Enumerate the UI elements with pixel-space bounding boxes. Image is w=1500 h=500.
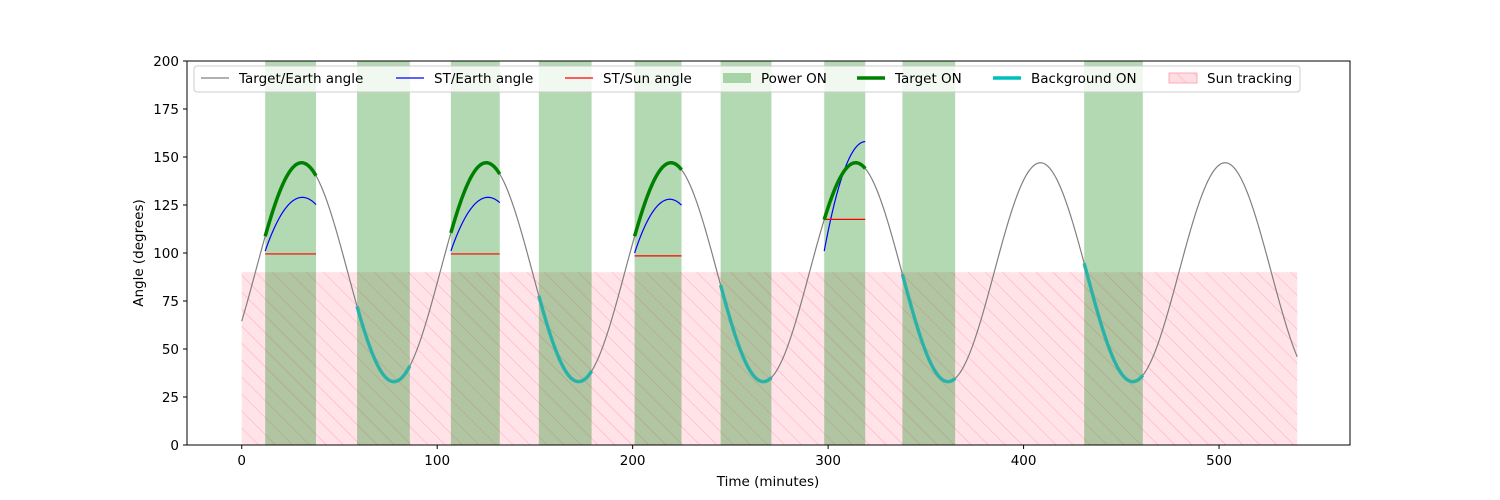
series-target-on-segment <box>449 161 502 234</box>
y-tick-label: 100 <box>153 246 179 262</box>
y-tick-label: 0 <box>170 438 179 454</box>
legend-swatch <box>723 73 751 83</box>
x-tick-label: 0 <box>237 453 246 469</box>
series-background-on-segment <box>1082 262 1145 384</box>
series-background-on-segment <box>537 295 594 384</box>
power-on-band <box>824 61 866 445</box>
series-st-earth-segment <box>634 198 682 254</box>
x-tick-label: 500 <box>1206 453 1232 469</box>
power-on-band <box>1084 61 1143 445</box>
y-tick-label: 25 <box>162 390 179 406</box>
power-on-band <box>265 61 317 445</box>
y-axis-title: Angle (degrees) <box>131 199 147 307</box>
series-target-on-segment <box>822 161 867 221</box>
legend-label: Power ON <box>761 71 827 87</box>
legend-swatch-hatch <box>1169 73 1197 83</box>
power-on-band <box>357 61 410 445</box>
x-tick-label: 200 <box>620 453 646 469</box>
series-st-earth-segment <box>450 196 501 252</box>
y-tick-label: 175 <box>153 102 179 118</box>
sun-tracking-hatch <box>241 272 1298 445</box>
legend-label: Background ON <box>1031 71 1137 87</box>
x-tick-label: 400 <box>1011 453 1037 469</box>
y-tick-label: 75 <box>162 294 179 310</box>
series-target-on-segment <box>263 161 318 237</box>
legend-label: Target ON <box>894 71 962 87</box>
legend-label: ST/Sun angle <box>603 71 692 87</box>
power-on-band <box>634 61 682 445</box>
power-on-band <box>538 61 592 445</box>
series-target-on-segment <box>632 161 683 237</box>
legend-box <box>193 65 1301 93</box>
y-tick-label: 150 <box>153 150 179 166</box>
power-on-band <box>450 61 500 445</box>
power-on-band <box>720 61 772 445</box>
series-st-earth-segment <box>264 196 317 252</box>
y-tick-label: 200 <box>153 54 179 70</box>
legend-label: ST/Earth angle <box>434 71 533 87</box>
x-axis-title: Time (minutes) <box>716 474 820 490</box>
y-tick-label: 50 <box>162 342 179 358</box>
x-tick-label: 100 <box>424 453 450 469</box>
series-background-on-segment <box>718 284 773 384</box>
series-background-on-segment <box>900 273 957 384</box>
legend-label: Sun tracking <box>1207 71 1292 87</box>
y-tick-label: 125 <box>153 198 179 214</box>
legend-label: Target/Earth angle <box>238 71 363 87</box>
power-on-band <box>902 61 956 445</box>
series-background-on-segment <box>355 305 412 384</box>
x-tick-label: 300 <box>815 453 841 469</box>
